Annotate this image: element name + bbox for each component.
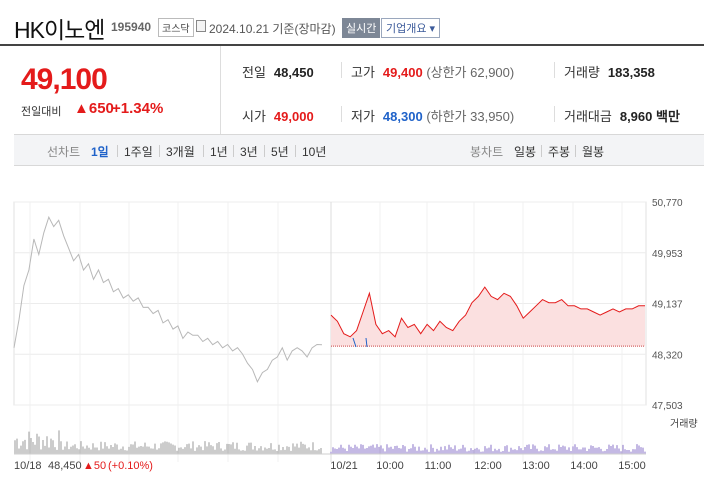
x-tick-label: 14:00: [570, 460, 598, 472]
stat-value: 8,960 백만: [619, 109, 680, 124]
price-chart: 50,770 49,953 49,137 48,320 47,503 거래량 10/21 10…: [0, 192, 704, 477]
change-percent: +1.34%: [112, 100, 164, 117]
prev-day-date: 10/18: [14, 460, 42, 472]
stat-value: 49,400: [382, 65, 423, 80]
stat-value: 49,000: [273, 109, 314, 124]
realtime-button[interactable]: 실시간: [342, 18, 381, 38]
stat-label: 전일: [242, 65, 266, 80]
summary-divider: [220, 46, 221, 134]
divider: [295, 145, 296, 157]
volume-label: 거래량: [670, 418, 698, 430]
y-tick-label: 48,320: [652, 350, 683, 361]
tab-10y[interactable]: 10년: [302, 145, 327, 159]
y-tick-label: 49,137: [652, 300, 683, 311]
change-label: 전일대비: [21, 106, 62, 118]
stat-label: 거래량: [564, 65, 600, 80]
stat-value: 48,300: [382, 109, 423, 124]
stat-volume: 거래량 183,358: [564, 62, 655, 81]
x-tick-label: 11:00: [425, 460, 452, 472]
stat-label: 거래대금: [564, 109, 612, 124]
divider: [264, 145, 265, 157]
x-tick-label: 13:00: [522, 460, 550, 472]
stock-header: HK이노엔 195940 코스닥 2024.10.21 기준(장마감) 실시간 …: [0, 0, 704, 44]
market-badge: 코스닥: [158, 18, 194, 37]
change-value: ▲650: [74, 100, 114, 117]
stat-value: 48,450: [273, 65, 314, 80]
current-price: 49,100: [21, 63, 108, 96]
prev-day-price: 48,450: [48, 460, 82, 472]
tab-3y[interactable]: 3년: [240, 145, 258, 159]
candle-chart-label: 봉차트: [470, 145, 504, 159]
stat-low: 저가 48,300 (하한가 33,950): [351, 106, 514, 125]
company-overview-dropdown[interactable]: 기업개요 ▾: [381, 18, 441, 38]
lower-limit-note: (하한가 33,950): [426, 109, 515, 124]
header-divider: [0, 44, 704, 46]
divider: [117, 145, 118, 157]
tab-weekly[interactable]: 주봉: [548, 145, 571, 159]
prev-day-pct: (+0.10%): [108, 460, 153, 472]
divider: [541, 145, 542, 157]
below-baseline-ticks: [352, 337, 368, 348]
price-summary: 49,100 전일대비 ▲650 +1.34%: [0, 46, 220, 134]
chart-period-tabs: 선차트 1일 1주일 3개월 1년 3년 5년 10년 봉차트 일봉 주봉 월봉: [14, 134, 704, 166]
divider: [554, 106, 555, 122]
stat-label: 시가: [242, 109, 266, 124]
tab-1d[interactable]: 1일: [91, 145, 109, 159]
tab-monthly[interactable]: 월봉: [582, 145, 605, 159]
x-tick-label: 15:00: [618, 460, 646, 472]
today-price-line: [330, 286, 645, 338]
x-tick-label: 10:00: [376, 460, 404, 472]
y-tick-label: 49,953: [652, 249, 683, 260]
base-date: 2024.10.21 기준(장마감): [209, 22, 336, 36]
divider: [203, 145, 204, 157]
tab-3m[interactable]: 3개월: [166, 145, 195, 159]
tab-5y[interactable]: 5년: [271, 145, 289, 159]
stat-open: 시가 49,000: [242, 106, 314, 125]
divider: [159, 145, 160, 157]
calendar-icon: [196, 20, 206, 32]
stat-amount: 거래대금 8,960 백만: [564, 106, 680, 125]
tab-daily[interactable]: 일봉: [514, 145, 537, 159]
stat-label: 고가: [351, 65, 375, 80]
stock-name: HK이노엔: [14, 17, 105, 43]
prev-day-change: ▲50: [83, 460, 106, 472]
y-tick-label: 47,503: [652, 401, 683, 412]
stock-code: 195940: [111, 20, 152, 34]
y-tick-label: 50,770: [652, 198, 683, 209]
stat-value: 183,358: [607, 65, 655, 80]
x-tick-label: 12:00: [474, 460, 502, 472]
stat-label: 저가: [351, 109, 375, 124]
prev-day-price-line: [13, 215, 323, 383]
divider: [341, 62, 342, 78]
divider: [341, 106, 342, 122]
upper-limit-note: (상한가 62,900): [426, 65, 515, 80]
x-tick-label: 10/21: [330, 460, 358, 472]
intraday-chart-svg: 50,770 49,953 49,137 48,320 47,503 거래량 10/21 10…: [13, 198, 698, 472]
line-chart-label: 선차트: [47, 145, 81, 159]
divider: [575, 145, 576, 157]
divider: [233, 145, 234, 157]
tab-1y[interactable]: 1년: [210, 145, 228, 159]
today-price-area: [331, 287, 645, 347]
stat-prev-close: 전일 48,450: [242, 62, 314, 81]
stat-high: 고가 49,400 (상한가 62,900): [351, 62, 514, 81]
tab-1w[interactable]: 1주일: [124, 145, 153, 159]
divider: [554, 62, 555, 78]
